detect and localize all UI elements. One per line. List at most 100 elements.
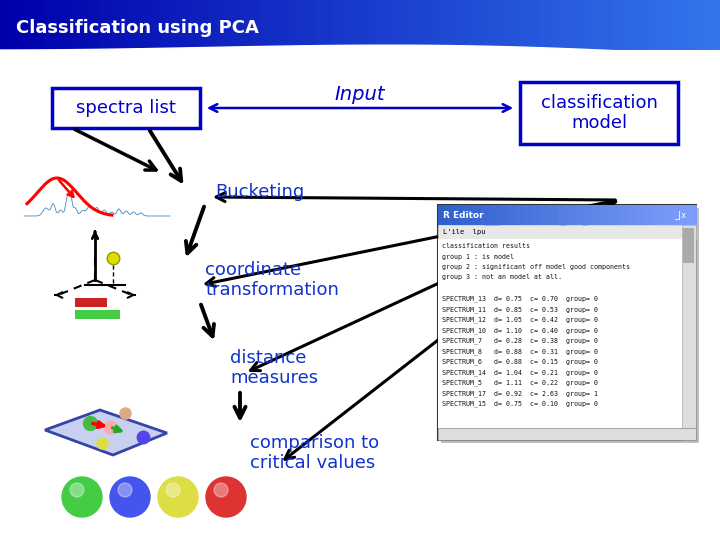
Bar: [171, 0, 181, 50]
Bar: [423, 0, 433, 50]
Bar: [684, 0, 694, 50]
Bar: [72, 0, 82, 50]
Text: Input: Input: [335, 84, 385, 104]
Bar: [333, 0, 343, 50]
Bar: [495, 0, 505, 50]
Bar: [693, 0, 703, 50]
Bar: [584, 205, 594, 225]
Polygon shape: [45, 410, 167, 455]
Bar: [603, 0, 613, 50]
Bar: [315, 0, 325, 50]
Bar: [550, 205, 559, 225]
Text: SPECTRUM_6   d= 0.88  c= 0.15  group= 0: SPECTRUM_6 d= 0.88 c= 0.15 group= 0: [442, 359, 598, 365]
Bar: [126, 0, 136, 50]
Text: SPECTRUM_11  d= 0.85  c= 0.53  group= 0: SPECTRUM_11 d= 0.85 c= 0.53 group= 0: [442, 306, 598, 313]
Bar: [540, 0, 550, 50]
FancyArrowPatch shape: [210, 104, 510, 112]
Bar: [498, 205, 508, 225]
Bar: [117, 0, 127, 50]
Bar: [657, 0, 667, 50]
Bar: [558, 0, 568, 50]
Bar: [54, 0, 64, 50]
Bar: [541, 205, 551, 225]
Bar: [438, 205, 696, 440]
Bar: [575, 205, 585, 225]
Bar: [481, 205, 490, 225]
Bar: [477, 0, 487, 50]
Bar: [679, 205, 688, 225]
Bar: [306, 0, 316, 50]
Bar: [438, 205, 448, 225]
Bar: [585, 0, 595, 50]
Bar: [618, 205, 628, 225]
Bar: [486, 0, 496, 50]
Bar: [490, 205, 499, 225]
Bar: [464, 205, 474, 225]
Bar: [504, 0, 514, 50]
Bar: [75, 310, 120, 319]
Bar: [459, 0, 469, 50]
Bar: [576, 0, 586, 50]
Bar: [0, 0, 10, 50]
Bar: [18, 0, 28, 50]
Text: SPECTRUM_14  d= 1.04  c= 0.21  group= 0: SPECTRUM_14 d= 1.04 c= 0.21 group= 0: [442, 369, 598, 376]
Text: SPECTRUM_13  d= 0.75  c= 0.70  group= 0: SPECTRUM_13 d= 0.75 c= 0.70 group= 0: [442, 295, 598, 302]
Bar: [531, 0, 541, 50]
Text: _|x: _|x: [674, 211, 686, 219]
Text: SPECTRUM_8   d= 0.88  c= 0.31  group= 0: SPECTRUM_8 d= 0.88 c= 0.31 group= 0: [442, 348, 598, 355]
Bar: [225, 0, 235, 50]
Bar: [189, 0, 199, 50]
Text: Classification using PCA: Classification using PCA: [16, 19, 259, 37]
Bar: [81, 0, 91, 50]
Bar: [630, 0, 640, 50]
Bar: [108, 0, 118, 50]
Bar: [99, 0, 109, 50]
Bar: [549, 0, 559, 50]
Bar: [520, 82, 678, 144]
Bar: [621, 0, 631, 50]
Bar: [324, 0, 334, 50]
Bar: [441, 0, 451, 50]
Bar: [405, 0, 415, 50]
Bar: [446, 205, 456, 225]
Circle shape: [70, 483, 84, 497]
Bar: [261, 0, 271, 50]
Bar: [52, 88, 200, 128]
Bar: [533, 205, 542, 225]
Bar: [610, 205, 620, 225]
Circle shape: [110, 477, 150, 517]
Bar: [207, 0, 217, 50]
Text: spectra list: spectra list: [76, 99, 176, 117]
Bar: [243, 0, 253, 50]
Bar: [342, 0, 352, 50]
Bar: [450, 0, 460, 50]
Bar: [432, 0, 442, 50]
Bar: [288, 0, 298, 50]
Circle shape: [206, 477, 246, 517]
Bar: [682, 225, 696, 440]
Bar: [297, 0, 307, 50]
Text: L'ile  lpu: L'ile lpu: [443, 229, 485, 235]
Text: SPECTRUM_10  d= 1.10  c= 0.40  group= 0: SPECTRUM_10 d= 1.10 c= 0.40 group= 0: [442, 327, 598, 334]
Bar: [644, 205, 654, 225]
Bar: [252, 0, 262, 50]
Bar: [144, 0, 154, 50]
Bar: [90, 0, 100, 50]
Bar: [612, 0, 622, 50]
Text: SPECTRUM_17  d= 0.92  c= 2.63  group= 1: SPECTRUM_17 d= 0.92 c= 2.63 group= 1: [442, 390, 598, 397]
Text: SPECTRUM_7   d= 0.28  c= 0.38  group= 0: SPECTRUM_7 d= 0.28 c= 0.38 group= 0: [442, 338, 598, 344]
Bar: [27, 0, 37, 50]
Bar: [279, 0, 289, 50]
Bar: [662, 205, 671, 225]
Bar: [688, 205, 697, 225]
Circle shape: [166, 483, 180, 497]
Bar: [683, 228, 694, 263]
Bar: [522, 0, 532, 50]
Bar: [234, 0, 244, 50]
Bar: [198, 0, 208, 50]
Bar: [648, 0, 658, 50]
Bar: [507, 205, 516, 225]
Bar: [666, 0, 676, 50]
Text: SPECTRUM_12  d= 1.05  c= 0.42  group= 0: SPECTRUM_12 d= 1.05 c= 0.42 group= 0: [442, 316, 598, 323]
Bar: [670, 205, 680, 225]
